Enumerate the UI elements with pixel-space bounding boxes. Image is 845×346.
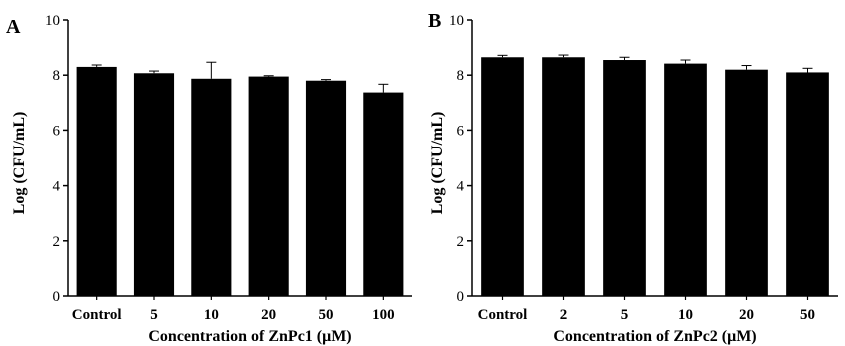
- bar: [664, 63, 707, 296]
- bar: [481, 57, 524, 297]
- panel-label: B: [428, 10, 441, 32]
- bar: [363, 92, 404, 296]
- x-tick-label: 2: [560, 307, 568, 323]
- x-tick-label: 10: [204, 307, 219, 323]
- y-tick-label: 6: [53, 123, 61, 139]
- x-axis-title: Concentration of ZnPc2 (μM): [553, 328, 756, 345]
- x-tick-label: 20: [739, 307, 754, 323]
- y-tick-label: 6: [457, 123, 465, 139]
- x-tick-label: 5: [150, 307, 158, 323]
- x-tick-label: 50: [800, 307, 815, 323]
- y-tick-label: 0: [53, 289, 61, 305]
- y-axis-title: Log (CFU/mL): [11, 112, 28, 215]
- x-tick-label: 100: [372, 307, 395, 323]
- y-tick-label: 10: [449, 13, 464, 29]
- bar: [603, 60, 646, 296]
- bar: [305, 80, 347, 296]
- bar: [725, 69, 768, 297]
- bar: [133, 73, 175, 296]
- chart-panel-a: A 0 2 4 6 8 10 Control 5 10 20 50 100 Concentration o…: [6, 13, 412, 345]
- bar: [542, 57, 585, 297]
- bar: [786, 72, 829, 296]
- x-tick-label: 10: [678, 307, 693, 323]
- x-axis-title: Concentration of ZnPc1 (μM): [148, 328, 351, 345]
- y-tick-label: 8: [53, 68, 61, 84]
- y-tick-label: 4: [53, 179, 61, 195]
- y-tick-label: 4: [457, 179, 465, 195]
- y-tick-label: 0: [457, 289, 465, 305]
- x-tick-label: Control: [478, 307, 528, 323]
- panel-label: A: [6, 16, 21, 38]
- x-tick-label: 20: [261, 307, 276, 323]
- y-axis-title: Log (CFU/mL): [429, 112, 446, 215]
- y-tick-label: 2: [53, 234, 61, 250]
- bar: [248, 76, 289, 296]
- chart-panel-b: B 0 2 4 6 8 10 Control 2 5 10 20 50 Concentration of …: [428, 10, 838, 345]
- x-tick-label: Control: [72, 307, 122, 323]
- y-tick-label: 8: [457, 68, 465, 84]
- y-tick-label: 10: [45, 13, 60, 29]
- y-tick-label: 2: [457, 234, 465, 250]
- bar: [191, 78, 232, 297]
- x-tick-label: 5: [621, 307, 629, 323]
- bar: [76, 66, 117, 296]
- x-tick-label: 50: [319, 307, 334, 323]
